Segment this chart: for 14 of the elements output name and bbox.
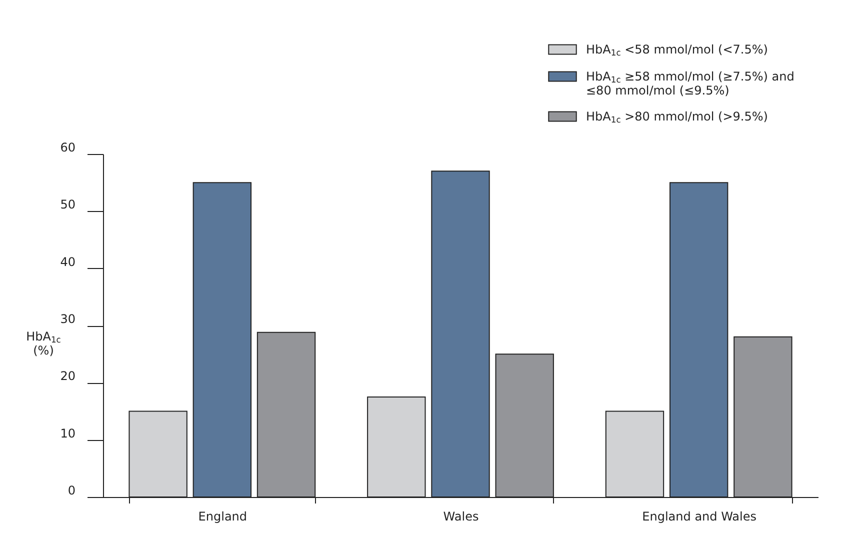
y-tick-label: 40 — [60, 254, 76, 269]
y-tick-label: 50 — [60, 198, 76, 212]
y-tick-label: 60 — [60, 140, 76, 154]
legend-label: HbA$_{1c}$ <58 mmol/mol (<7.5%) — [586, 42, 768, 58]
y-tick-label: 0 — [68, 484, 76, 498]
y-tick-label: 20 — [60, 369, 76, 384]
x-tick-label: Wales — [443, 510, 479, 524]
y-axis-title: HbA$_{1c}$ (%) — [26, 329, 62, 358]
y-tick-label: 10 — [60, 426, 76, 440]
x-tick-label: England — [198, 510, 248, 524]
legend-label: HbA$_{1c}$ >80 mmol/mol (>9.5%) — [586, 110, 768, 125]
y-tick-label: 30 — [60, 312, 76, 326]
x-tick-label: England and Wales — [642, 510, 757, 524]
legend-label: HbA$_{1c}$ ≥58 mmol/mol (≥7.5%) and ≤80 mmol/mol (≤9.5%) — [586, 70, 794, 98]
